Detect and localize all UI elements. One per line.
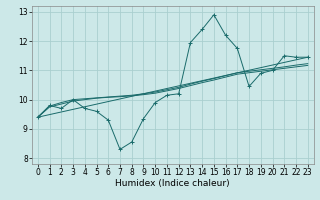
X-axis label: Humidex (Indice chaleur): Humidex (Indice chaleur) — [116, 179, 230, 188]
